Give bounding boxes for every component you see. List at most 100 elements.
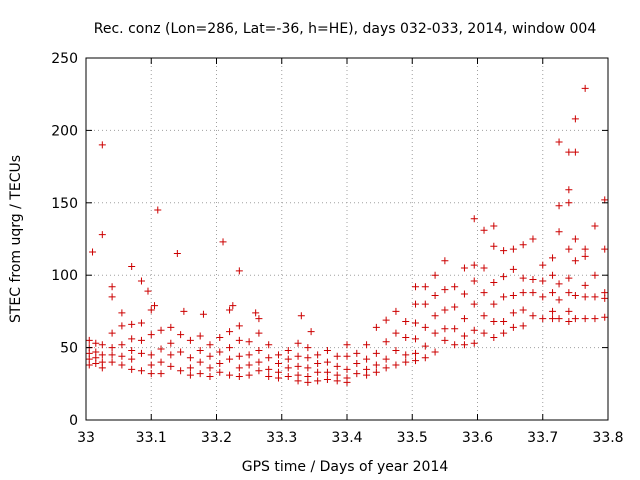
data-point (519, 289, 527, 297)
data-point (565, 307, 573, 315)
data-point (177, 331, 185, 339)
data-point (402, 351, 410, 359)
x-tick-label: 33.6 (462, 430, 493, 446)
data-point (157, 345, 165, 353)
chart-title: Rec. conz (Lon=286, Lat=-36, h=HE), days… (94, 21, 597, 37)
data-point (402, 333, 410, 341)
data-point (128, 335, 136, 343)
data-point (343, 378, 351, 386)
data-point (226, 328, 234, 336)
data-point (157, 370, 165, 378)
data-point (549, 307, 557, 315)
data-point (565, 318, 573, 326)
data-point (284, 373, 292, 381)
x-axis-label: GPS time / Days of year 2014 (242, 459, 449, 475)
data-point (98, 141, 106, 149)
data-point (431, 329, 439, 337)
data-point (98, 231, 106, 239)
y-axis-label: STEC from uqrg / TECUs (8, 155, 24, 323)
data-point (226, 371, 234, 379)
data-point (206, 364, 214, 372)
data-point (591, 293, 599, 301)
data-points (85, 84, 609, 386)
data-point (108, 344, 116, 352)
data-point (314, 377, 322, 385)
data-point (252, 309, 260, 317)
data-point (333, 362, 341, 370)
data-point (529, 276, 537, 284)
data-point (284, 346, 292, 354)
data-point (226, 355, 234, 363)
data-point (500, 293, 508, 301)
data-point (118, 309, 126, 317)
data-point (154, 206, 162, 214)
data-point (451, 283, 459, 291)
data-point (382, 355, 390, 363)
data-point (314, 368, 322, 376)
data-point (591, 271, 599, 279)
data-point (274, 360, 282, 368)
data-point (245, 338, 253, 346)
data-point (555, 280, 563, 288)
data-point (539, 277, 547, 285)
data-point (353, 370, 361, 378)
x-tick-label: 33.4 (331, 430, 362, 446)
x-tick-label: 33.2 (201, 430, 232, 446)
data-point (441, 257, 449, 265)
data-point (177, 348, 185, 356)
axis-ticks (85, 57, 609, 421)
data-point (206, 352, 214, 360)
data-point (555, 296, 563, 304)
data-point (137, 349, 145, 357)
data-point (372, 361, 380, 369)
data-point (85, 361, 93, 369)
data-point (519, 274, 527, 282)
data-point (274, 374, 282, 382)
data-point (167, 362, 175, 370)
data-point (108, 283, 116, 291)
data-point (529, 312, 537, 320)
y-tick-label: 200 (51, 123, 78, 139)
data-point (460, 264, 468, 272)
x-tick-labels: 33 33.1 33.2 33.3 33.4 33.5 33.6 33.7 33.8 (77, 430, 624, 446)
data-point (581, 281, 589, 289)
data-point (307, 328, 315, 336)
data-point (353, 349, 361, 357)
data-point (186, 354, 194, 362)
data-point (118, 361, 126, 369)
data-point (509, 323, 517, 331)
data-point (490, 222, 498, 230)
data-point (421, 342, 429, 350)
data-point (128, 320, 136, 328)
data-point (480, 264, 488, 272)
data-point (555, 138, 563, 146)
data-point (549, 254, 557, 262)
data-point (216, 360, 224, 368)
data-point (571, 257, 579, 265)
data-point (490, 318, 498, 326)
data-point (509, 245, 517, 253)
data-point (565, 245, 573, 253)
data-point (581, 315, 589, 323)
data-point (294, 339, 302, 347)
data-point (333, 352, 341, 360)
data-point (392, 307, 400, 315)
data-point (363, 341, 371, 349)
data-point (500, 318, 508, 326)
data-point (294, 352, 302, 360)
data-point (565, 274, 573, 282)
x-tick-label: 33 (77, 430, 95, 446)
data-point (382, 338, 390, 346)
data-point (137, 367, 145, 375)
data-point (421, 283, 429, 291)
data-point (555, 202, 563, 210)
data-point (180, 307, 188, 315)
data-point (108, 293, 116, 301)
data-point (323, 375, 331, 383)
data-point (363, 355, 371, 363)
data-point (591, 222, 599, 230)
data-point (392, 346, 400, 354)
data-point (451, 341, 459, 349)
data-point (85, 336, 93, 344)
data-point (490, 242, 498, 250)
